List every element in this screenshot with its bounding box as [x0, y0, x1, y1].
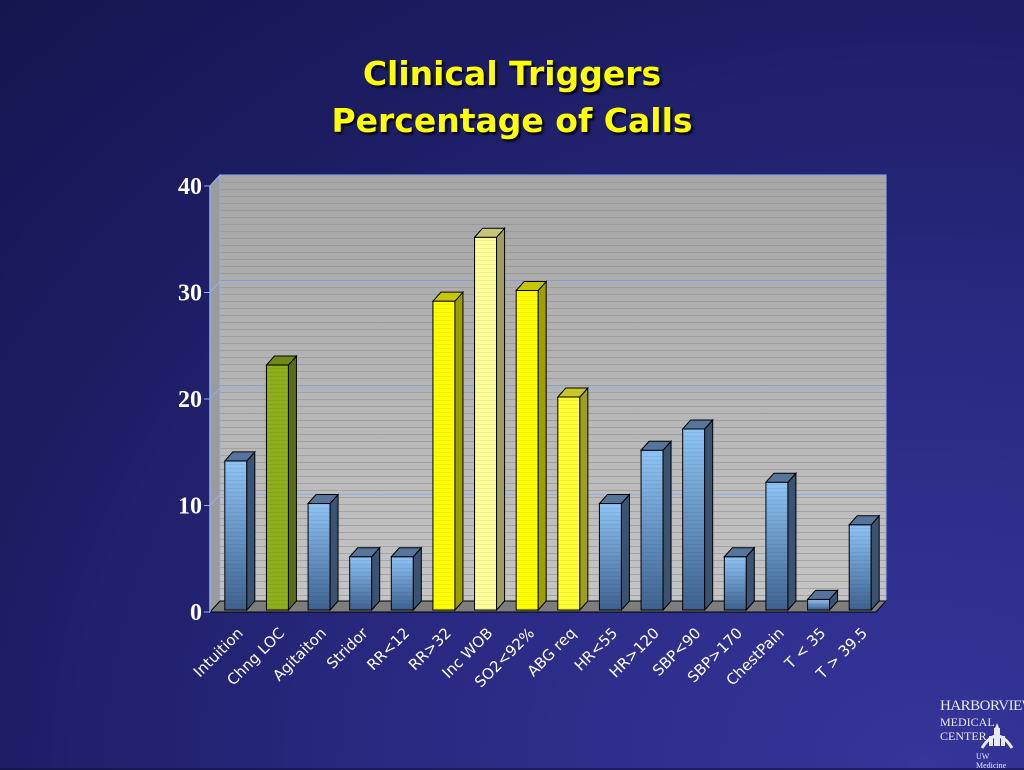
bar-top [556, 387, 589, 398]
bar-side [329, 493, 339, 612]
gridline-side [209, 281, 221, 293]
bar-top [265, 355, 298, 366]
bar-side [454, 290, 464, 612]
bar-texture [641, 450, 664, 610]
bar-side [246, 450, 256, 612]
y-tick-label: 40 [178, 174, 202, 200]
bar-texture [266, 365, 289, 610]
bar-top [473, 227, 506, 238]
bar-side [537, 280, 547, 612]
bar-side [412, 546, 422, 612]
bar-top [598, 494, 631, 504]
bar-side [745, 546, 755, 612]
bar-top [764, 472, 798, 483]
bar-top [306, 494, 340, 504]
y-tick-label: 20 [178, 387, 202, 413]
bar-top [723, 547, 756, 558]
bar-texture [765, 482, 788, 610]
bar-side [870, 514, 880, 612]
bar-texture [474, 237, 497, 610]
bar-side [371, 546, 381, 612]
chart-floor [208, 600, 888, 613]
bar-side [787, 471, 797, 612]
bar-texture [682, 428, 705, 610]
x-tick-label: Stridor [323, 624, 372, 673]
bar-texture [516, 290, 539, 610]
bar-texture [308, 503, 331, 610]
bar-texture [599, 503, 622, 610]
y-tick-label: 30 [178, 281, 202, 307]
bar-texture [724, 556, 747, 610]
gridline-side [209, 494, 221, 506]
bar-texture [807, 599, 830, 610]
hospital-building-icon [980, 723, 1014, 749]
gridline-side [209, 174, 221, 187]
slide-title-line1: Clinical Triggers [362, 54, 662, 93]
bar-side [620, 493, 630, 612]
bar-texture [349, 556, 372, 610]
bar-side [579, 386, 589, 612]
harborview-logo: HARBORVIEW MEDICAL CENTER UW Medicine [938, 698, 1024, 770]
bar-texture [391, 556, 414, 610]
bar-top [639, 440, 673, 451]
y-tick-label: 10 [178, 494, 202, 520]
y-tick-label: 0 [190, 600, 202, 626]
bar-side [704, 418, 714, 612]
logo-line4: UW Medicine [976, 752, 1007, 770]
bar-texture [849, 524, 872, 610]
logo-line3: CENTER [940, 729, 987, 743]
bar-side [496, 226, 506, 612]
bar-top [348, 547, 381, 558]
bar-texture [432, 301, 455, 610]
bar-top [806, 589, 839, 600]
bar-side [287, 354, 297, 612]
bar-side [662, 439, 672, 612]
x-tick-label: RR<12 [363, 624, 413, 674]
bar-top [223, 451, 256, 462]
bar-texture [557, 397, 580, 610]
slide-title-line2: Percentage of Calls [331, 101, 693, 140]
bar-top [848, 515, 881, 526]
bar-top [515, 281, 548, 291]
bar-top [431, 291, 465, 302]
gridline-side [209, 387, 221, 400]
logo-line1: HARBORVIEW [940, 698, 1024, 714]
bar-top [390, 547, 423, 558]
bar-top [681, 419, 714, 430]
logo-line2: MEDICAL [940, 715, 995, 729]
bar-texture [224, 460, 247, 610]
